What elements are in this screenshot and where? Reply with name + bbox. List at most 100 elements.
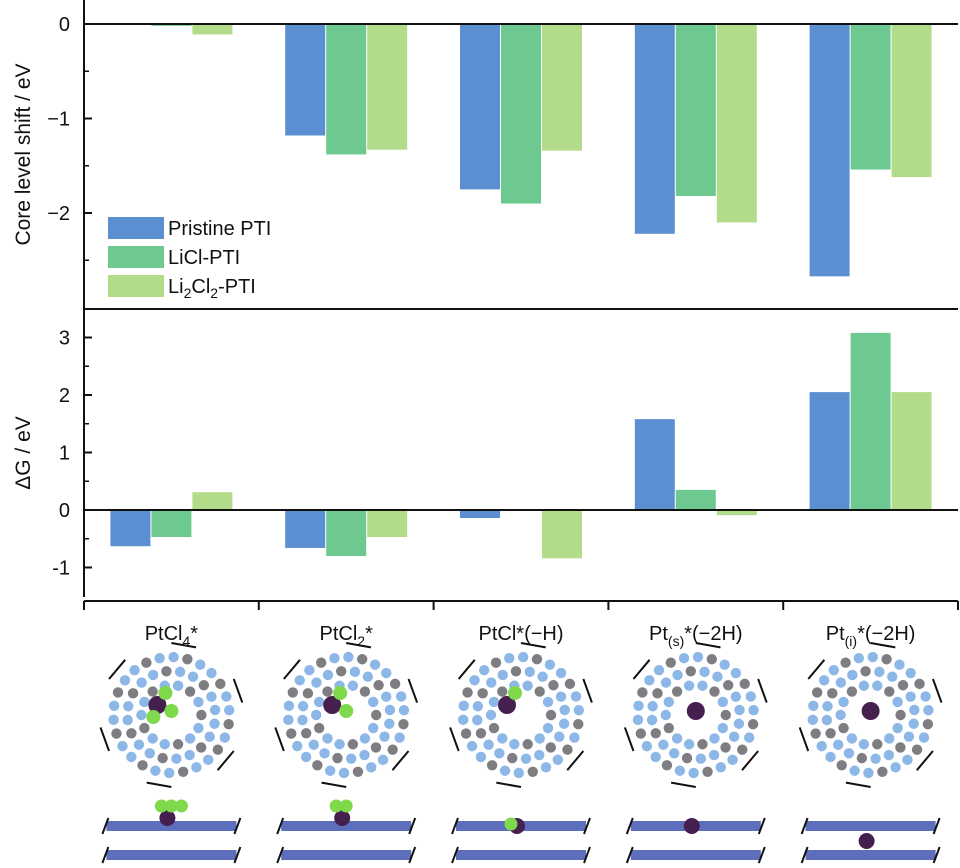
atom (846, 686, 858, 697)
atom (174, 666, 186, 678)
atom (221, 691, 232, 702)
legend-label-licl: LiCl-PTI (168, 247, 240, 269)
atom (486, 760, 498, 771)
atom (311, 709, 322, 721)
atom (126, 751, 137, 763)
atom (874, 666, 885, 678)
atom (384, 704, 396, 716)
atom (663, 696, 674, 708)
atom (807, 714, 819, 726)
atom (708, 749, 720, 761)
atom (137, 760, 148, 771)
frame-dash (632, 659, 651, 680)
atom (458, 714, 469, 726)
atom (223, 718, 234, 730)
atom (359, 749, 370, 761)
atom (540, 762, 552, 773)
slab-edge (408, 846, 417, 864)
atom (477, 688, 488, 699)
frame-dash (274, 727, 285, 752)
atom (507, 752, 518, 764)
cls-bar-licl-3 (675, 24, 716, 196)
legend-swatch-pristine (108, 217, 164, 239)
category-label-0: PtCl4* (145, 623, 199, 649)
atom (828, 664, 839, 676)
atom (552, 754, 564, 766)
structure-top-view-0 (99, 642, 244, 788)
atom (150, 765, 161, 776)
atom (133, 739, 145, 750)
atom (558, 718, 570, 729)
slab-edge (101, 846, 110, 864)
atom (720, 742, 731, 753)
atom (462, 687, 473, 698)
slab-edge (451, 846, 459, 864)
atom (322, 686, 333, 697)
atom (362, 671, 374, 682)
atom (215, 678, 226, 690)
atom (816, 740, 827, 752)
atom (719, 659, 730, 670)
atom (723, 680, 734, 691)
atom (311, 677, 322, 688)
atom (683, 680, 695, 691)
atom (810, 728, 821, 739)
atom (653, 664, 665, 676)
cls-ytick-label: 0 (59, 14, 70, 36)
atom (671, 733, 683, 744)
atom (466, 740, 478, 752)
legend-label-pristine: Pristine PTI (168, 218, 271, 240)
slab-layer (456, 850, 586, 860)
atom (647, 701, 658, 712)
atom (562, 744, 573, 755)
atom (914, 678, 925, 690)
slab-edge (101, 817, 110, 835)
frame-dash (496, 781, 522, 788)
atom (475, 728, 487, 739)
atom (315, 657, 327, 668)
atom (472, 701, 484, 712)
atom (856, 752, 868, 764)
atom (172, 739, 184, 750)
atom (661, 760, 673, 771)
atom (478, 664, 490, 676)
dg-bar-licl-1 (326, 510, 367, 556)
atom (379, 731, 390, 742)
atom (881, 654, 892, 665)
structure-images (99, 642, 943, 864)
frame-dash (457, 659, 476, 680)
atom (325, 765, 336, 776)
cls-bar-pristine-2 (460, 24, 500, 190)
atom (847, 669, 858, 681)
atom (644, 675, 655, 686)
cl-atom-side (329, 799, 343, 813)
slab-layer (106, 850, 237, 860)
atom (359, 733, 371, 744)
atom (808, 700, 819, 712)
atom (196, 709, 207, 721)
dg-bar-li2cl2-1 (367, 510, 408, 538)
atom (849, 765, 860, 776)
atom (283, 700, 295, 712)
atom (335, 666, 347, 677)
dg-ytick-label: -1 (52, 558, 70, 580)
atom (671, 686, 683, 697)
frame-dash (670, 781, 696, 788)
pt-atom-side (683, 818, 700, 834)
atom (564, 678, 576, 690)
frame-dash (798, 727, 810, 752)
atom (308, 739, 319, 750)
frame-dash (870, 642, 896, 649)
frame-dash (391, 750, 410, 771)
atom (641, 740, 653, 752)
atom (745, 691, 756, 702)
atom (734, 704, 745, 716)
frame-dash (216, 750, 235, 771)
atom (347, 739, 359, 750)
atom (559, 704, 570, 716)
slab-edge (583, 846, 591, 864)
atom (139, 722, 150, 734)
atom (872, 739, 883, 750)
category-axis: PtCl4* PtCl2* PtCl*(−H) Pt(s)*(−2H) Pt(i)*(−… (83, 600, 959, 649)
atom (534, 686, 545, 697)
